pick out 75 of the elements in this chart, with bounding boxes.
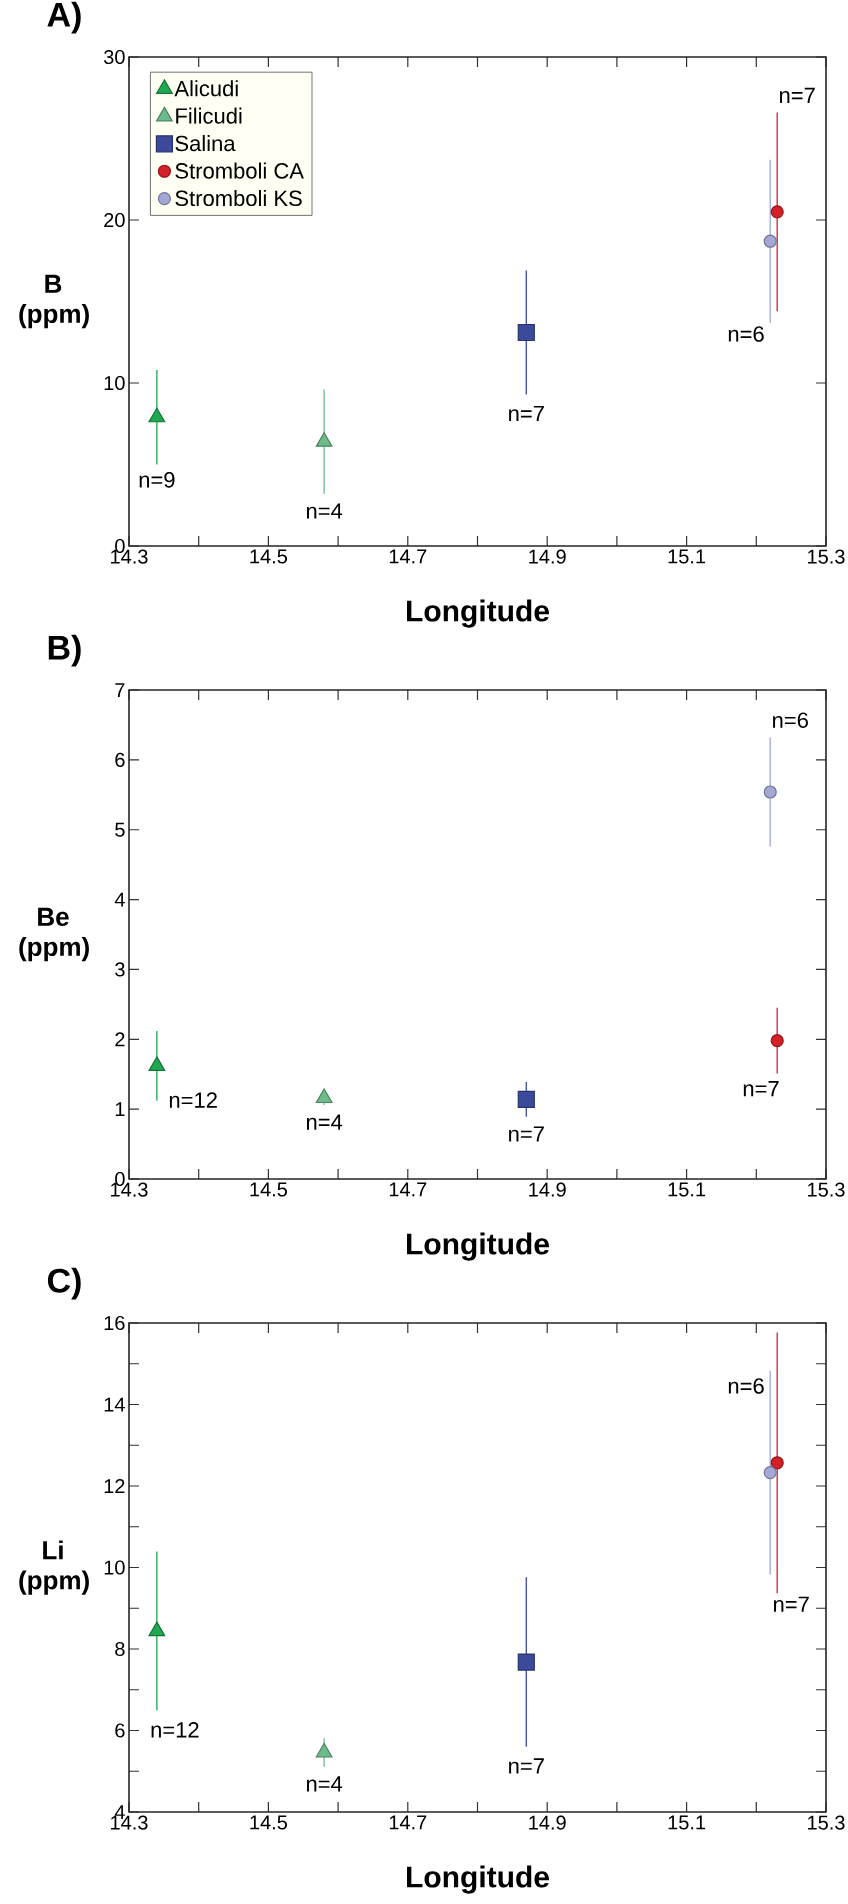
chart-title: A): [47, 1, 81, 34]
x-tick-label: 14.7: [389, 1815, 427, 1830]
legend-label: Stromboli CA: [175, 162, 304, 179]
x-tick-label: 15.1: [668, 1182, 706, 1197]
x-tick-label: 14.7: [389, 549, 427, 564]
x-axis-title: Longitude: [407, 1865, 549, 1894]
x-tick-label: 14.9: [529, 549, 566, 564]
annotation: n=4: [306, 503, 343, 519]
x-tick-label: 15.1: [668, 549, 706, 564]
y-tick-label: 6: [115, 1723, 125, 1738]
y-tick-label: 5: [115, 822, 125, 837]
legend-label: Filicudi: [176, 107, 242, 124]
annotation: n=9: [139, 472, 175, 488]
chart-title: B): [48, 634, 81, 667]
annotation: n=4: [306, 1776, 343, 1792]
y-tick-label: 16: [104, 1315, 125, 1331]
x-tick-label: 14.5: [250, 1815, 288, 1830]
point: [315, 432, 333, 447]
x-tick-label: 14.9: [529, 1182, 566, 1197]
y-tick-label: 12: [104, 1479, 125, 1493]
annotation: n=12: [169, 1092, 217, 1108]
annotation: n=6: [728, 326, 764, 342]
chart-title: C): [47, 1267, 81, 1300]
x-tick-label: 14.7: [389, 1182, 427, 1197]
y-tick-label: 14: [104, 1397, 125, 1412]
y-tick-label: 10: [104, 375, 125, 391]
annotation: n=7: [509, 1758, 544, 1774]
x-axis-title: Longitude: [407, 599, 549, 628]
annotation: n=7: [774, 1596, 809, 1612]
y-tick-label: 1: [115, 1102, 125, 1117]
x-axis-title: Longitude: [407, 1232, 549, 1261]
point: [148, 1621, 166, 1637]
y-tick-label: 8: [115, 1641, 125, 1657]
annotation: n=7: [780, 87, 815, 103]
y-tick-label: 7: [115, 683, 125, 697]
y-tick-label: 4: [114, 892, 125, 907]
x-tick-label: 14.5: [250, 1182, 288, 1197]
x-tick-label: 14.9: [529, 1815, 566, 1830]
point: [770, 1456, 784, 1470]
y-tick-label: 20: [104, 212, 125, 228]
point: [763, 234, 777, 248]
annotation: n=7: [743, 1081, 779, 1097]
x-tick-label: 15.3: [808, 1815, 845, 1830]
annotation: n=6: [728, 1378, 764, 1394]
point: [770, 1034, 784, 1048]
y-axis-title: Li (ppm): [19, 1540, 89, 1595]
point: [315, 1088, 333, 1104]
x-tick-label: 14.5: [250, 549, 288, 564]
y-tick-label: 30: [103, 49, 125, 65]
legend-label: Salina: [175, 135, 236, 152]
point: [517, 1090, 535, 1108]
annotation: n=6: [773, 712, 808, 728]
y-tick-label: 3: [115, 962, 125, 977]
annotation: n=7: [509, 405, 544, 422]
y-tick-label: 2: [115, 1032, 125, 1047]
legend-label: Stromboli KS: [175, 189, 302, 207]
point: [517, 1653, 535, 1671]
point: [148, 407, 166, 423]
legend-label: Alicudi: [174, 80, 238, 97]
x-tick-label: 15.1: [668, 1815, 706, 1830]
annotation: n=12: [151, 1722, 199, 1738]
x-tick-label: 15.3: [808, 1182, 845, 1197]
y-tick-label: 6: [115, 752, 125, 767]
annotation: n=7: [509, 1126, 544, 1142]
point: [770, 205, 784, 219]
x-tick-label: 15.3: [808, 549, 845, 564]
point: [763, 785, 777, 799]
y-axis-title: Be (ppm): [19, 907, 89, 962]
y-tick-label: 10: [104, 1560, 125, 1575]
point: [517, 323, 535, 342]
point: [148, 1056, 166, 1071]
annotation: n=4: [306, 1114, 343, 1130]
point: [763, 1465, 777, 1480]
point: [315, 1742, 333, 1758]
y-axis-title: B (ppm): [19, 274, 89, 329]
